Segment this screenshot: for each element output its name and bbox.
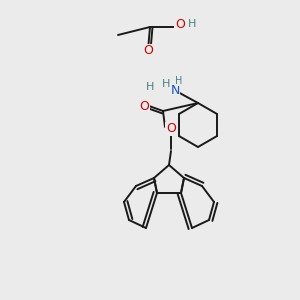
- Text: H: H: [175, 76, 183, 86]
- Text: O: O: [166, 122, 176, 136]
- Text: O: O: [175, 19, 185, 32]
- Text: O: O: [139, 100, 149, 112]
- Text: H: H: [162, 79, 170, 89]
- Text: H: H: [188, 19, 196, 29]
- Text: N: N: [170, 85, 180, 98]
- Text: H: H: [146, 82, 154, 92]
- Text: O: O: [143, 44, 153, 58]
